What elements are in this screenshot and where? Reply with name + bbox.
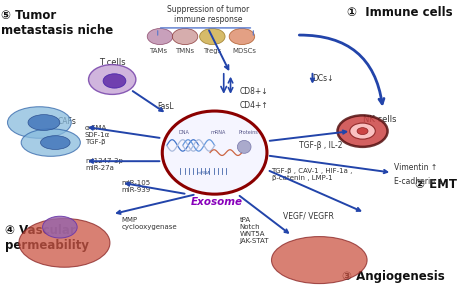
Circle shape bbox=[350, 123, 375, 139]
Text: ⑤ Tumor
metastasis niche: ⑤ Tumor metastasis niche bbox=[0, 9, 113, 37]
Ellipse shape bbox=[8, 107, 71, 138]
Text: FasL: FasL bbox=[158, 103, 174, 111]
Text: mi1247-3p
miR-27a: mi1247-3p miR-27a bbox=[85, 158, 123, 171]
Text: MDSCs: MDSCs bbox=[232, 48, 256, 54]
Text: mRNA: mRNA bbox=[210, 130, 226, 135]
Text: CD8+↓: CD8+↓ bbox=[240, 87, 268, 96]
Text: Exosome: Exosome bbox=[191, 197, 243, 207]
Ellipse shape bbox=[19, 219, 110, 267]
Ellipse shape bbox=[162, 111, 267, 194]
Text: CAFs: CAFs bbox=[57, 117, 76, 126]
Text: TGF-β , IL-2: TGF-β , IL-2 bbox=[299, 141, 342, 150]
Ellipse shape bbox=[28, 115, 60, 130]
Text: ② EMT: ② EMT bbox=[415, 178, 457, 192]
Text: VEGF/ VEGFR: VEGF/ VEGFR bbox=[283, 211, 334, 220]
Circle shape bbox=[200, 29, 225, 45]
Text: tPA
Notch
WNT5A
JAK-STAT: tPA Notch WNT5A JAK-STAT bbox=[240, 217, 269, 244]
Text: Proteins: Proteins bbox=[238, 130, 258, 135]
Text: ①  Immune cells: ① Immune cells bbox=[346, 6, 452, 19]
Circle shape bbox=[229, 29, 255, 45]
Text: TAMs: TAMs bbox=[149, 48, 167, 54]
Text: T cells: T cells bbox=[99, 58, 126, 67]
Text: E-cadherin ↓: E-cadherin ↓ bbox=[394, 177, 444, 186]
Ellipse shape bbox=[272, 236, 367, 284]
Text: Tregs: Tregs bbox=[203, 48, 221, 54]
Text: TMNs: TMNs bbox=[175, 48, 195, 54]
Circle shape bbox=[43, 216, 77, 238]
Ellipse shape bbox=[237, 141, 251, 153]
Circle shape bbox=[337, 115, 388, 147]
Text: DNA: DNA bbox=[178, 130, 189, 135]
Text: miR-105
miR-939: miR-105 miR-939 bbox=[121, 180, 151, 193]
Text: ③ Angiogenesis: ③ Angiogenesis bbox=[342, 270, 445, 283]
Text: Vimentin ↑: Vimentin ↑ bbox=[394, 163, 438, 172]
Text: miRNA: miRNA bbox=[196, 171, 210, 175]
Ellipse shape bbox=[40, 136, 70, 149]
Text: MMP
cyclooxygenase: MMP cyclooxygenase bbox=[121, 217, 177, 230]
Circle shape bbox=[172, 29, 198, 45]
Text: ④ Vascular
permeability: ④ Vascular permeability bbox=[5, 224, 89, 252]
Circle shape bbox=[147, 29, 173, 45]
Text: TGF-β , CAV-1 , HIF-1a ,
β-catenin , LMP-1: TGF-β , CAV-1 , HIF-1a , β-catenin , LMP… bbox=[272, 168, 353, 181]
Text: DCs↓: DCs↓ bbox=[312, 74, 334, 83]
Circle shape bbox=[357, 128, 368, 134]
Circle shape bbox=[89, 65, 136, 94]
Circle shape bbox=[103, 74, 126, 88]
Ellipse shape bbox=[21, 129, 81, 156]
Text: CD4+↑: CD4+↑ bbox=[240, 101, 268, 110]
Text: Suppression of tumor
immune response: Suppression of tumor immune response bbox=[167, 5, 249, 24]
Text: NK cells: NK cells bbox=[363, 115, 396, 124]
Text: α-SMA
SDF-1α
TGF-β: α-SMA SDF-1α TGF-β bbox=[85, 125, 110, 145]
